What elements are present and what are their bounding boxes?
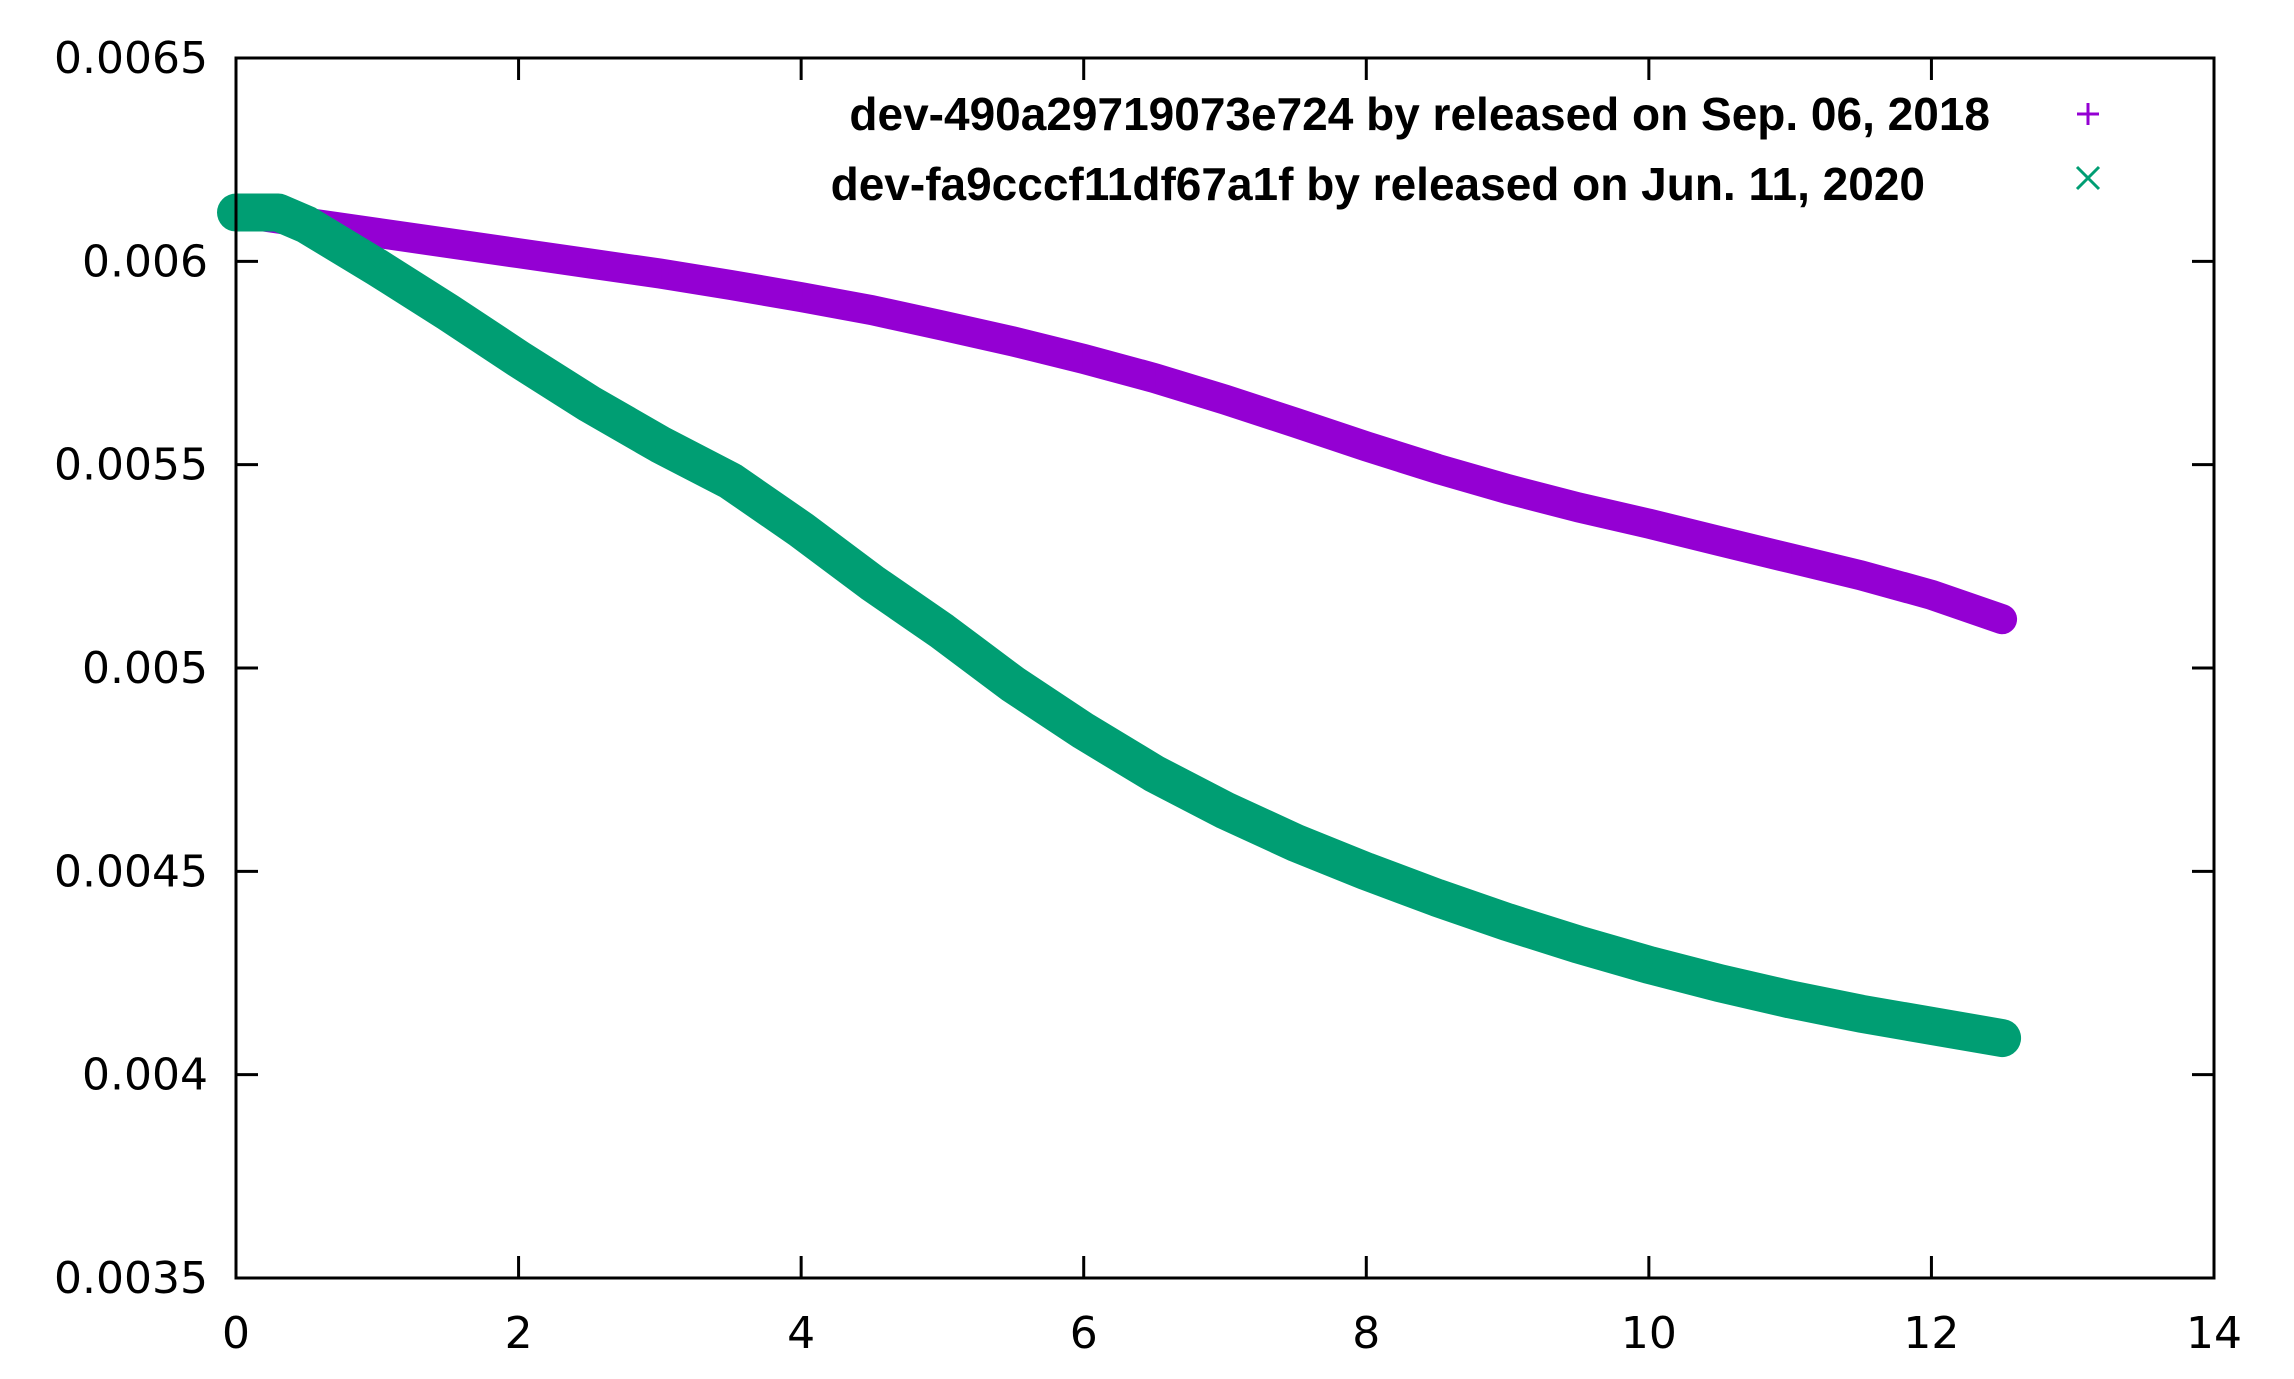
data-point [1216, 390, 1234, 409]
data-point [1851, 566, 1870, 585]
y-tick-label: 0.0065 [54, 33, 208, 84]
data-point [1497, 912, 1518, 933]
data-point [368, 223, 387, 242]
data-point [649, 434, 670, 455]
y-tick-label: 0.0055 [54, 440, 208, 491]
x-tick-label: 10 [1621, 1308, 1677, 1359]
legend-markers [2075, 103, 2101, 191]
legend: dev-490a29719073e724 by released on Sep.… [831, 88, 2101, 210]
x-tick-label: 0 [222, 1308, 250, 1359]
y-tick-label: 0.0035 [54, 1253, 208, 1304]
data-point [1074, 349, 1093, 368]
data-point [1426, 887, 1447, 908]
data-point [1780, 989, 1801, 1010]
data-point [720, 470, 741, 491]
y-tick-label: 0.0045 [54, 846, 208, 897]
data-point [1427, 459, 1446, 478]
data-point [1781, 549, 1800, 568]
y-tick-label: 0.006 [82, 236, 208, 287]
data-point [791, 519, 812, 540]
legend-plus-icon [2077, 103, 2099, 125]
series-layer [217, 193, 2022, 1058]
data-point [1568, 934, 1589, 955]
data-point [1285, 832, 1306, 853]
data-point [579, 393, 600, 414]
series-2 [217, 193, 2022, 1058]
y-tick-label: 0.005 [82, 643, 208, 694]
data-point [367, 257, 388, 278]
data-point [437, 302, 458, 323]
data-point [1144, 763, 1165, 784]
data-point [1003, 674, 1024, 695]
data-point [509, 244, 528, 263]
data-point [1992, 1028, 2013, 1049]
data-point [438, 234, 457, 253]
y-tick-label: 0.004 [82, 1050, 208, 1101]
x-tick-label: 14 [2186, 1308, 2242, 1359]
series-line [217, 193, 2022, 1058]
legend-label-series-2: dev-fa9cccf11df67a1f by released on Jun.… [831, 158, 1925, 210]
data-point [1922, 585, 1941, 604]
data-point [1569, 498, 1588, 517]
series-1 [221, 197, 2018, 635]
data-point [1145, 369, 1164, 388]
series-line [221, 197, 2018, 635]
data-point [1993, 610, 2012, 629]
data-point [508, 348, 529, 369]
data-point [861, 572, 882, 593]
data-point [1921, 1015, 1942, 1036]
data-point [1710, 532, 1729, 551]
data-point [792, 288, 811, 307]
x-tick-label: 2 [505, 1308, 533, 1359]
data-point [1286, 413, 1305, 432]
x-tick-label: 12 [1903, 1308, 1959, 1359]
x-tick-label: 6 [1070, 1308, 1098, 1359]
data-point [1639, 514, 1658, 533]
data-point [1498, 480, 1517, 499]
data-point [1073, 720, 1094, 742]
x-tick-label: 4 [787, 1308, 815, 1359]
data-point [1850, 1003, 1871, 1024]
data-point [1357, 437, 1376, 456]
data-point [933, 316, 952, 335]
data-point [1004, 332, 1023, 351]
legend-label-series-1: dev-490a29719073e724 by released on Sep.… [849, 88, 1990, 140]
data-point [1356, 861, 1377, 882]
data-point [268, 202, 289, 223]
data-point [721, 275, 740, 294]
data-point [650, 264, 669, 283]
ticks-layer: 0 2 4 6 8 10 12 14 0.0035 0.004 0.0045 0.005 0.0055 0… [54, 33, 2242, 1359]
data-point [1709, 973, 1730, 994]
data-point [1638, 954, 1659, 975]
legend-x-icon [2075, 165, 2101, 191]
data-point [1214, 800, 1236, 821]
data-point [932, 621, 953, 642]
data-point [580, 254, 599, 273]
data-point [862, 301, 881, 320]
data-point [296, 214, 317, 235]
x-tick-label: 8 [1352, 1308, 1380, 1359]
